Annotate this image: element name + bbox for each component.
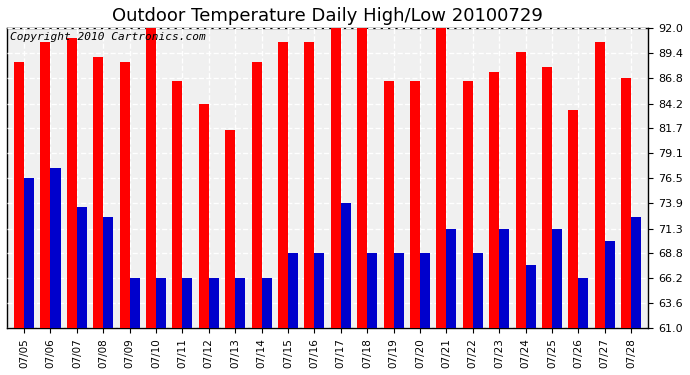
Bar xyxy=(621,78,631,375)
Bar xyxy=(288,253,298,375)
Bar xyxy=(384,81,393,375)
Bar xyxy=(393,253,404,375)
Bar xyxy=(315,253,324,375)
Bar xyxy=(463,81,473,375)
Bar xyxy=(515,52,526,375)
Bar xyxy=(130,278,139,375)
Bar xyxy=(14,62,24,375)
Bar xyxy=(578,278,589,375)
Bar xyxy=(499,229,509,375)
Bar xyxy=(146,28,156,375)
Bar xyxy=(367,253,377,375)
Bar xyxy=(93,57,104,375)
Bar xyxy=(278,42,288,375)
Bar xyxy=(473,253,483,375)
Bar xyxy=(235,278,245,375)
Bar xyxy=(631,217,641,375)
Bar xyxy=(542,67,552,375)
Bar xyxy=(595,42,604,375)
Bar xyxy=(67,38,77,375)
Bar xyxy=(552,229,562,375)
Bar xyxy=(436,28,446,375)
Text: Copyright 2010 Cartronics.com: Copyright 2010 Cartronics.com xyxy=(10,32,206,42)
Bar xyxy=(420,253,430,375)
Bar xyxy=(104,217,113,375)
Bar xyxy=(569,110,578,375)
Bar xyxy=(304,42,315,375)
Bar xyxy=(446,229,457,375)
Bar xyxy=(119,62,130,375)
Title: Outdoor Temperature Daily High/Low 20100729: Outdoor Temperature Daily High/Low 20100… xyxy=(112,7,543,25)
Bar xyxy=(252,62,262,375)
Bar xyxy=(526,266,535,375)
Bar xyxy=(24,178,34,375)
Bar xyxy=(199,104,209,375)
Bar xyxy=(410,81,420,375)
Bar xyxy=(357,28,367,375)
Bar xyxy=(77,207,87,375)
Bar xyxy=(209,278,219,375)
Bar xyxy=(50,168,61,375)
Bar xyxy=(41,42,50,375)
Bar xyxy=(262,278,272,375)
Bar xyxy=(156,278,166,375)
Bar xyxy=(341,203,351,375)
Bar xyxy=(172,81,182,375)
Bar xyxy=(331,28,341,375)
Bar xyxy=(489,72,499,375)
Bar xyxy=(182,278,193,375)
Bar xyxy=(604,241,615,375)
Bar xyxy=(225,130,235,375)
